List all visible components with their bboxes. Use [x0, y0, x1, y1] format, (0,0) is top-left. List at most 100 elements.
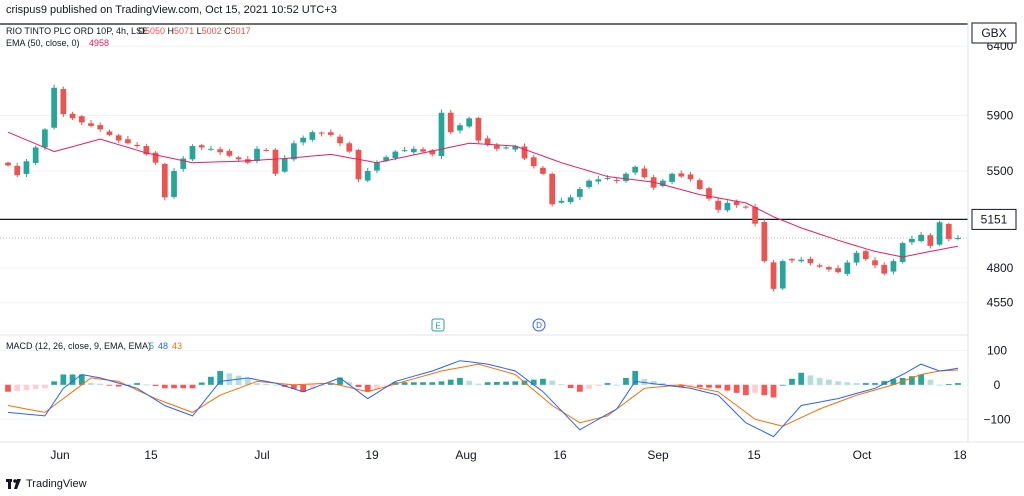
candle-body	[337, 136, 343, 144]
candle	[429, 148, 436, 157]
candle	[337, 134, 343, 147]
histogram-bar	[549, 380, 556, 385]
candle	[595, 175, 602, 185]
candle	[42, 128, 48, 151]
candle-body	[447, 112, 454, 133]
event-marker-earnings[interactable]: E	[431, 318, 445, 332]
candle	[955, 235, 961, 241]
candle-body	[752, 207, 758, 224]
candle-body	[687, 174, 694, 180]
candle	[60, 86, 67, 117]
histogram-bar	[595, 384, 602, 386]
macd-pane[interactable]	[5, 360, 961, 438]
price-axis-label: 5900	[987, 109, 1014, 123]
candle	[530, 154, 537, 169]
price-pane[interactable]	[0, 23, 968, 292]
time-axis[interactable]: Jun 15 Jul 19 Aug 16 Sep 15 Oct 18	[50, 448, 967, 462]
histogram-bar	[161, 384, 168, 389]
candle	[826, 265, 832, 272]
event-marker-dividend[interactable]: D	[532, 318, 546, 332]
candle	[263, 147, 270, 152]
macd-label: MACD (12, 26, close, 9, EMA, EMA)	[6, 341, 151, 351]
last-price-badge[interactable]: 5151	[971, 208, 1017, 230]
histogram-bar	[715, 384, 722, 389]
histogram-bar	[337, 377, 343, 385]
histogram-bar	[650, 381, 657, 385]
histogram-bar	[235, 375, 242, 385]
candle-body	[23, 161, 30, 174]
candle-body	[143, 146, 150, 155]
histogram-bar	[779, 384, 786, 386]
candle	[623, 172, 629, 183]
candle-body	[14, 165, 21, 176]
histogram-bar	[807, 375, 814, 385]
time-axis-label: 16	[553, 448, 567, 462]
histogram-bar	[558, 384, 565, 386]
candle-body	[466, 118, 473, 127]
histogram-bar	[493, 381, 500, 385]
candle	[715, 197, 722, 213]
histogram-bar	[457, 377, 463, 385]
histogram-bar	[254, 383, 260, 385]
candle	[558, 197, 565, 204]
candle-body	[669, 173, 675, 182]
candle	[300, 135, 307, 146]
candlesticks	[5, 84, 961, 292]
histogram-bar	[327, 383, 334, 385]
candle-body	[789, 259, 795, 261]
time-axis-label: Jun	[50, 448, 69, 462]
histogram-bar	[632, 371, 639, 385]
histogram-bar	[770, 384, 777, 398]
histogram-bar	[217, 371, 223, 385]
histogram-bar	[484, 382, 491, 385]
histogram-bar	[23, 384, 30, 390]
histogram-bar	[263, 383, 270, 385]
time-axis-label: Jul	[254, 448, 269, 462]
candle	[134, 142, 140, 149]
candle-body	[198, 145, 205, 148]
event-marker-e-label: E	[435, 322, 440, 331]
macd-legend: MACD (12, 26, close, 9, EMA, EMA) 5 48 4…	[6, 341, 182, 351]
currency-badge[interactable]: GBX	[971, 22, 1017, 44]
candle	[835, 265, 841, 274]
histogram-bar	[198, 382, 205, 385]
footer-brand[interactable]: TradingView	[6, 478, 87, 490]
macd-axis[interactable]: 100 0 −100	[983, 343, 1010, 426]
histogram-bar	[945, 383, 952, 385]
histogram-bar	[659, 383, 666, 385]
histogram-bar	[420, 382, 426, 385]
histogram-bar	[410, 382, 417, 385]
time-axis-label: 15	[144, 448, 158, 462]
macd-axis-label: 0	[994, 378, 1001, 392]
candle-body	[291, 143, 297, 160]
histogram-bar	[97, 383, 104, 385]
candle-body	[125, 139, 131, 144]
candle	[198, 143, 205, 151]
publisher-line: crispus9 published on TradingView.com, O…	[6, 4, 337, 16]
candle-body	[595, 179, 602, 182]
candle-body	[60, 89, 67, 115]
histogram-bar	[355, 384, 362, 387]
histogram-bar	[733, 384, 740, 393]
ohlc-readout: O5050 H5071 L5002 C5017	[138, 26, 251, 36]
candle-body	[493, 145, 500, 149]
candle	[327, 129, 334, 137]
histogram-bar	[872, 383, 878, 385]
candle	[890, 259, 897, 275]
grid	[0, 45, 968, 420]
candle	[669, 172, 675, 185]
candle-body	[383, 157, 390, 161]
candle-body	[364, 171, 371, 181]
histogram-bar	[88, 383, 94, 385]
candle-body	[327, 132, 334, 135]
histogram-bar	[955, 383, 961, 385]
candle	[936, 220, 943, 247]
candle	[88, 120, 94, 128]
histogram-bar	[687, 384, 694, 387]
candle-body	[696, 180, 703, 190]
histogram-bar	[530, 379, 537, 385]
histogram-bar	[853, 383, 860, 385]
histogram-bar	[503, 381, 509, 385]
